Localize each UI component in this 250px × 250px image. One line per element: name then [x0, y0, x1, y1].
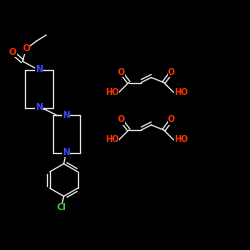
Text: HO: HO: [105, 88, 119, 97]
Text: HO: HO: [174, 136, 188, 144]
Text: N: N: [35, 103, 42, 112]
Text: O: O: [8, 48, 16, 57]
Text: N: N: [35, 66, 42, 74]
Text: O: O: [22, 44, 30, 53]
Text: N: N: [62, 110, 70, 120]
Text: O: O: [118, 68, 125, 77]
Text: Cl: Cl: [56, 203, 66, 212]
Text: N: N: [62, 148, 70, 157]
Text: O: O: [118, 116, 125, 124]
Text: HO: HO: [105, 136, 119, 144]
Text: O: O: [168, 116, 175, 124]
Text: O: O: [168, 68, 175, 77]
Text: HO: HO: [174, 88, 188, 97]
